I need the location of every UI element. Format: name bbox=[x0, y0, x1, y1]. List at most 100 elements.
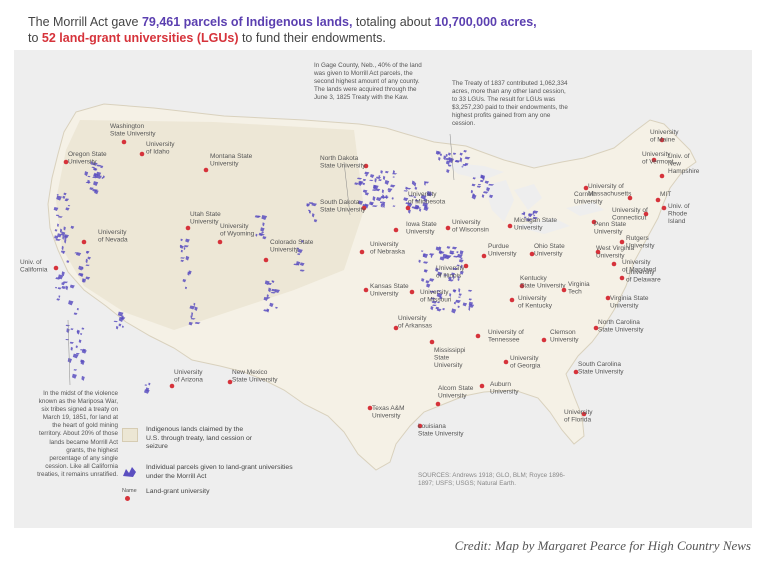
parcel-shape bbox=[67, 205, 71, 207]
headline-parcels: 79,461 parcels of Indigenous lands, bbox=[141, 15, 353, 29]
university-label: Cornell University bbox=[574, 191, 603, 206]
university-dot bbox=[359, 249, 365, 255]
university-dot bbox=[435, 401, 441, 407]
parcel-shape bbox=[118, 316, 124, 322]
parcel-shape bbox=[477, 183, 482, 186]
parcel-shape bbox=[66, 260, 70, 264]
parcel-shape bbox=[384, 180, 390, 185]
leader-line bbox=[67, 319, 71, 386]
university-marker: South Dakota State University bbox=[320, 199, 367, 214]
university-marker: Texas A&M University bbox=[367, 405, 405, 420]
parcel-shape bbox=[85, 264, 90, 267]
parcel-shape bbox=[424, 180, 426, 186]
university-marker: University of Vermont bbox=[642, 151, 674, 166]
university-label: University of Illinois bbox=[436, 265, 465, 280]
university-dot bbox=[409, 289, 415, 295]
parcel-shape bbox=[188, 321, 193, 326]
university-label: Kansas State University bbox=[370, 283, 409, 298]
university-marker: University of Maine bbox=[650, 129, 679, 144]
parcel-shape bbox=[68, 300, 74, 306]
university-marker: University of Delaware bbox=[619, 269, 661, 284]
parcel-shape bbox=[85, 250, 89, 254]
parcel-shape bbox=[416, 205, 420, 209]
university-label: Kentucky State University bbox=[520, 275, 566, 290]
university-dot bbox=[445, 225, 451, 231]
parcel-shape bbox=[449, 293, 452, 297]
university-marker: University of Idaho bbox=[139, 141, 175, 157]
university-marker: University of Tennessee bbox=[475, 329, 524, 344]
parcel-shape bbox=[56, 195, 62, 201]
parcel-shape bbox=[64, 199, 69, 202]
university-marker: University of Florida bbox=[564, 409, 593, 424]
parcel-shape bbox=[75, 352, 80, 355]
parcel-shape bbox=[57, 287, 62, 290]
parcel-shape bbox=[87, 256, 91, 260]
sources: SOURCES: Andrews 1918; GLO, BLM; Royce 1… bbox=[418, 472, 565, 488]
parcel-shape bbox=[308, 209, 311, 212]
parcel-shape bbox=[311, 213, 315, 218]
headline-text: to bbox=[28, 31, 42, 45]
parcel-shape bbox=[89, 187, 94, 191]
university-marker: MIT bbox=[655, 191, 671, 203]
parcel-shape bbox=[61, 285, 66, 290]
university-marker: University of Missouri bbox=[409, 289, 451, 304]
parcel-shape bbox=[442, 253, 448, 259]
university-label: Purdue University bbox=[488, 243, 517, 258]
parcel-shape bbox=[533, 210, 539, 214]
parcel-shape bbox=[459, 270, 464, 275]
annotation-gage-county: In Gage County, Neb., 40% of the land wa… bbox=[314, 62, 422, 102]
parcel-shape bbox=[390, 184, 396, 188]
university-dot bbox=[593, 325, 599, 331]
parcel-shape bbox=[362, 189, 368, 193]
parcel-shape bbox=[375, 188, 381, 192]
university-dot bbox=[139, 151, 145, 157]
parcel-shape bbox=[118, 323, 122, 327]
parcel-shape bbox=[144, 389, 150, 394]
university-dot bbox=[659, 173, 665, 179]
parcel-shape bbox=[374, 178, 377, 183]
parcel-shape bbox=[354, 182, 359, 186]
headline-lgus: 52 land-grant universities (LGUs) bbox=[41, 31, 239, 45]
university-marker: University of Illinois bbox=[436, 263, 469, 280]
university-dot bbox=[509, 297, 515, 303]
parcel-shape bbox=[61, 231, 66, 237]
parcel-shape bbox=[460, 257, 463, 260]
parcel-shape bbox=[56, 298, 61, 301]
parcel-shape bbox=[78, 265, 84, 271]
parcel-shape bbox=[432, 304, 437, 307]
university-dot bbox=[573, 369, 579, 375]
parcel-shape bbox=[439, 153, 443, 157]
parcel-shape bbox=[364, 171, 370, 175]
university-marker: North Dakota State University bbox=[320, 155, 369, 170]
university-label: Louisiana State University bbox=[418, 423, 464, 438]
university-marker: Univ. of New Hampshire bbox=[659, 153, 700, 179]
parcel-shape bbox=[420, 250, 424, 252]
parcel-shape bbox=[65, 207, 70, 211]
legend-university: Name Land-grant university bbox=[122, 488, 296, 501]
parcel-shape bbox=[293, 263, 300, 266]
university-label: North Dakota State University bbox=[320, 155, 366, 170]
parcel-shape bbox=[313, 219, 318, 223]
parcel-shape bbox=[270, 291, 277, 294]
parcel-shape bbox=[468, 298, 473, 301]
parcel-shape bbox=[73, 369, 78, 371]
parcel-shape bbox=[484, 180, 490, 184]
parcel-shape bbox=[55, 277, 61, 280]
map-frame: Washington State University University of I… bbox=[14, 50, 752, 528]
university-dot bbox=[541, 337, 547, 343]
parcel-shape bbox=[392, 172, 398, 175]
parcel-shape bbox=[297, 253, 301, 256]
parcel-shape bbox=[442, 307, 445, 311]
parcel-shape bbox=[81, 327, 85, 330]
parcel-shape bbox=[55, 238, 62, 241]
university-label: University of Wisconsin bbox=[452, 219, 489, 234]
parcel-shape bbox=[435, 267, 439, 273]
university-label: University of Arizona bbox=[174, 369, 203, 384]
parcel-shape bbox=[452, 289, 457, 292]
parcel-shape bbox=[452, 152, 457, 155]
university-dot bbox=[529, 251, 535, 257]
parcel-shape bbox=[452, 246, 458, 250]
university-label: Virginia State University bbox=[610, 295, 649, 310]
parcel-shape bbox=[464, 162, 469, 166]
headline-text: totaling about bbox=[352, 15, 435, 29]
